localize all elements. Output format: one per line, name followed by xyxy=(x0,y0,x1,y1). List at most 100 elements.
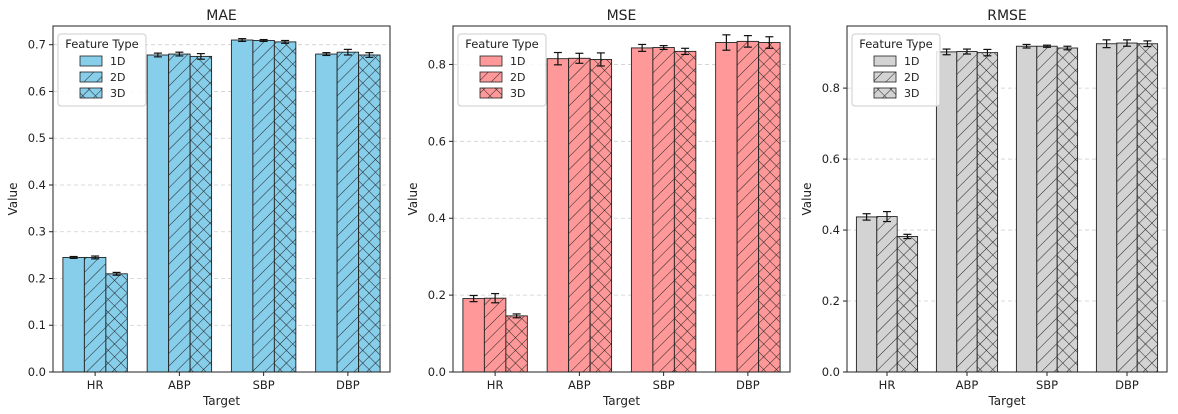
bar-hatch xyxy=(358,54,381,372)
chart-panel-rmse: 0.0 0.2 0.4 0.6 0.8 HR ABP SBP DBP RMSE Target Valu… xyxy=(800,8,1168,408)
legend-swatch-hatch xyxy=(80,72,102,82)
x-tick-label: ABP xyxy=(168,378,191,392)
bar-1D-ABP xyxy=(146,54,170,373)
legend-label: 2D xyxy=(110,71,125,84)
legend-title: Feature Type xyxy=(65,37,139,51)
legend-label: 3D xyxy=(110,87,125,100)
y-tick-label: 0.8 xyxy=(822,81,840,95)
x-axis-label: Target xyxy=(987,394,1025,408)
bar-hatch xyxy=(590,59,612,373)
y-tick-label: 0.0 xyxy=(28,365,46,379)
x-tick-label: DBP xyxy=(336,378,360,392)
y-tick-label: 0.6 xyxy=(28,84,46,98)
bar-1D-HR xyxy=(462,298,485,373)
x-tick-label: ABP xyxy=(568,378,591,392)
bar-hatch xyxy=(505,315,528,372)
y-tick-label: 0.6 xyxy=(822,152,840,166)
bar-hatch xyxy=(84,257,106,372)
legend-title: Feature Type xyxy=(859,37,933,51)
x-axis-label: Target xyxy=(602,394,640,408)
x-tick-label: SBP xyxy=(1036,378,1058,392)
x-tick-label: DBP xyxy=(1115,378,1139,392)
y-tick-label: 0.2 xyxy=(822,294,840,308)
bar-hatch xyxy=(1057,48,1078,373)
y-axis-label: Value xyxy=(406,183,420,216)
legend-swatch xyxy=(479,55,503,67)
bar-hatch xyxy=(337,52,359,373)
x-tick-label: DBP xyxy=(736,378,760,392)
legend-label: 2D xyxy=(510,71,525,84)
bar-hatch xyxy=(105,273,128,372)
y-tick-label: 0.1 xyxy=(28,318,46,332)
bar-hatch xyxy=(876,216,898,372)
legend: Feature Type 1D 2D 3D xyxy=(57,33,147,107)
x-axis-label: Target xyxy=(202,394,240,408)
y-tick-label: 0.5 xyxy=(28,131,46,145)
legend: Feature Type 1D 2D 3D xyxy=(851,33,941,107)
y-tick-label: 0.2 xyxy=(428,288,446,302)
legend-swatch-hatch xyxy=(80,88,102,98)
bar-1D-ABP xyxy=(546,58,570,373)
y-axis-label: Value xyxy=(6,183,20,216)
bar-hatch xyxy=(758,42,781,372)
bar-hatch xyxy=(1116,43,1138,373)
legend-swatch-hatch xyxy=(480,88,502,98)
bar-1D-HR xyxy=(62,256,85,373)
bar-hatch xyxy=(1036,46,1058,372)
bar-hatch xyxy=(977,52,998,372)
bar-hatch xyxy=(652,47,675,372)
y-tick-label: 0.6 xyxy=(428,134,446,148)
legend-swatch xyxy=(873,55,897,67)
y-tick-label: 0.4 xyxy=(428,211,446,225)
bar-1D-SBP xyxy=(1015,45,1038,373)
bar-hatch xyxy=(168,54,191,373)
y-tick-label: 0.0 xyxy=(428,365,446,379)
x-tick-label: HR xyxy=(879,378,896,392)
legend-label: 3D xyxy=(904,87,919,100)
x-tick-label: HR xyxy=(87,378,104,392)
bar-1D-HR xyxy=(855,216,878,373)
x-tick-label: SBP xyxy=(653,378,675,392)
chart-title: RMSE xyxy=(987,8,1027,24)
bar-hatch xyxy=(274,41,296,372)
bar-hatch xyxy=(190,56,212,372)
bar-hatch xyxy=(737,41,759,372)
legend-swatch-hatch xyxy=(480,72,502,82)
bar-1D-SBP xyxy=(230,39,254,373)
plot-frame xyxy=(846,25,1168,373)
legend-label: 1D xyxy=(110,55,125,68)
bar-hatch xyxy=(674,51,696,373)
x-tick-label: ABP xyxy=(956,378,979,392)
bar-1D-DBP xyxy=(315,53,338,373)
legend-title: Feature Type xyxy=(465,37,539,51)
legend-swatch xyxy=(79,55,103,67)
y-tick-label: 0.3 xyxy=(28,225,46,239)
legend-label: 1D xyxy=(904,55,919,68)
y-tick-label: 0.7 xyxy=(28,38,46,52)
bar-1D-DBP xyxy=(715,42,738,373)
bar-hatch xyxy=(1137,43,1158,372)
bar-1D-SBP xyxy=(630,47,654,373)
y-tick-label: 0.8 xyxy=(428,57,446,71)
plot-frame xyxy=(452,25,791,373)
legend-label: 2D xyxy=(904,71,919,84)
chart-title: MSE xyxy=(607,8,637,24)
y-tick-label: 0.4 xyxy=(28,178,46,192)
bar-hatch xyxy=(252,40,275,372)
legend-swatch-hatch xyxy=(874,88,896,98)
chart-panel-mae: 0.0 0.1 0.2 0.3 0.4 0.5 0.6 0.7 HR ABP SBP DBP MAE Ta… xyxy=(6,8,391,408)
legend-label: 1D xyxy=(510,55,525,68)
y-tick-label: 0.0 xyxy=(822,365,840,379)
bar-hatch xyxy=(897,236,918,372)
chart-panel-mse: 0.0 0.2 0.4 0.6 0.8 HR ABP SBP DBP MSE Target Value… xyxy=(406,8,791,408)
bar-hatch xyxy=(484,298,506,372)
x-tick-label: HR xyxy=(487,378,504,392)
bar-1D-DBP xyxy=(1095,43,1118,373)
chart-title: MAE xyxy=(206,8,237,24)
plot-frame xyxy=(52,25,391,373)
y-axis-label: Value xyxy=(800,183,814,216)
legend-swatch-hatch xyxy=(874,72,896,82)
y-tick-label: 0.2 xyxy=(28,271,46,285)
